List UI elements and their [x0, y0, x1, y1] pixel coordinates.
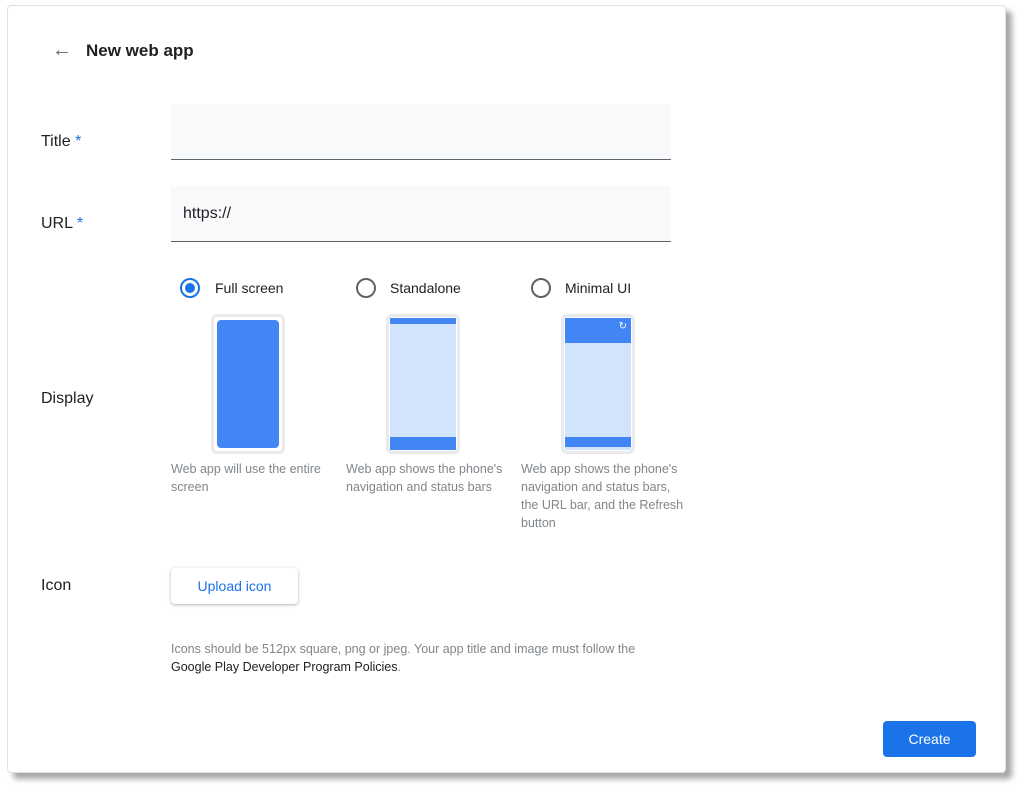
standalone-phone-illustration [386, 314, 460, 454]
title-input[interactable] [171, 104, 671, 160]
minimal-ui-label: Minimal UI [565, 280, 632, 296]
url-input[interactable] [171, 186, 671, 242]
full-screen-caption: Web app will use the entire screen [171, 462, 321, 494]
radio-minimal-ui[interactable] [531, 278, 551, 298]
display-label: Display [41, 390, 94, 407]
upload-icon-button[interactable]: Upload icon [171, 568, 298, 604]
standalone-label[interactable]: Standalone [390, 280, 461, 296]
policies-link[interactable]: Google Play Developer Program Policies [171, 660, 398, 674]
radio-full-screen[interactable] [180, 278, 200, 298]
title-label: Title * [41, 133, 81, 151]
minimal-ui-caption: Web app shows the phone's navigation and… [521, 462, 684, 530]
required-mark: * [76, 215, 84, 232]
help-end: . [397, 660, 401, 674]
url-label: URL * [41, 215, 83, 233]
minimal-ui-phone-illustration: ↻ [561, 314, 635, 454]
page-title: New web app [86, 41, 194, 60]
url-label-text: URL [41, 215, 73, 232]
full-screen-phone-illustration [211, 314, 285, 454]
radio-standalone[interactable] [356, 278, 376, 298]
required-mark: * [75, 133, 82, 150]
title-label-text: Title [41, 133, 71, 150]
full-screen-label[interactable]: Full screen [215, 280, 284, 296]
standalone-caption: Web app shows the phone's navigation and… [346, 462, 503, 494]
icon-label: Icon [41, 577, 72, 594]
create-button[interactable]: Create [883, 721, 976, 757]
icon-help-text: Icons should be 512px square, png or jpe… [171, 640, 635, 676]
back-arrow-icon[interactable]: ← [52, 39, 72, 61]
refresh-icon: ↻ [565, 318, 631, 343]
help-text: Icons should be 512px square, png or jpe… [171, 642, 636, 656]
